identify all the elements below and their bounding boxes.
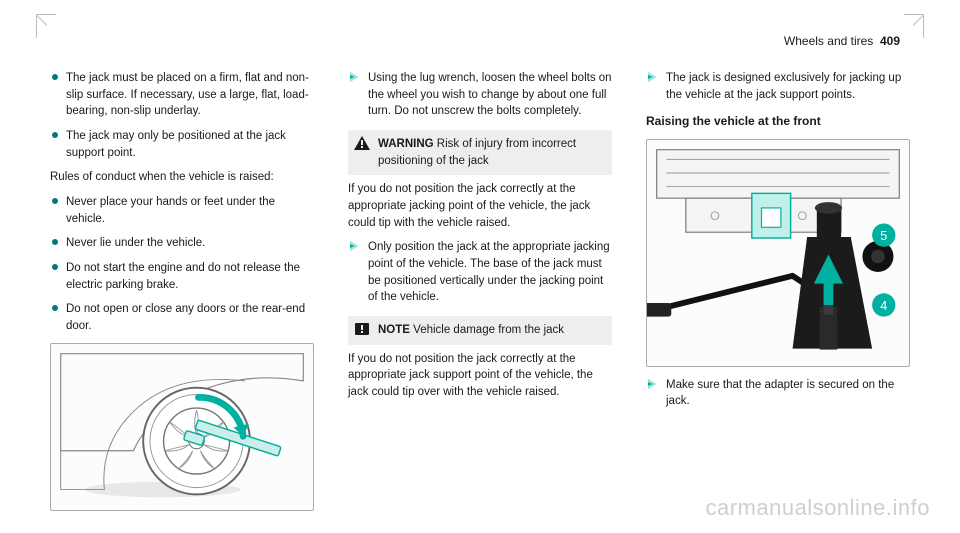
page-number: 409: [880, 34, 900, 48]
warning-title: WARNING: [378, 138, 434, 150]
warning-step: Only position the jack at the appropri­a…: [348, 239, 612, 306]
column-1: The jack must be placed on a firm, flat …: [50, 70, 314, 511]
content-columns: The jack must be placed on a firm, flat …: [50, 70, 910, 511]
raising-front-heading: Raising the vehicle at the front: [646, 113, 910, 130]
column-2: Using the lug wrench, loosen the wheel b…: [348, 70, 612, 511]
page: Wheels and tires 409 The jack must be pl…: [0, 0, 960, 533]
list-item: Do not open or close any doors or the re…: [50, 301, 314, 334]
note-callout-header: NOTE Vehicle damage from the jack: [348, 316, 612, 345]
step-arrow-icon: [646, 71, 658, 83]
list-item: Do not start the engine and do not relea…: [50, 260, 314, 293]
badge-4: 4: [880, 299, 887, 313]
warning-body: If you do not position the jack correctl…: [348, 181, 612, 231]
col3-step-2: Make sure that the adapter is secured on…: [646, 377, 910, 410]
badge-5: 5: [880, 229, 887, 243]
crop-mark-tr: [904, 14, 924, 38]
column-3: The jack is designed exclusively for jac…: [646, 70, 910, 511]
illustration-wheel: [50, 343, 314, 511]
step-arrow-icon: [348, 71, 360, 83]
step-text: Using the lug wrench, loosen the wheel b…: [368, 72, 612, 117]
list-item: Never place your hands or feet under the…: [50, 194, 314, 227]
crop-mark-tl: [36, 14, 56, 38]
warning-step-text: Only position the jack at the appropri­a…: [368, 241, 610, 303]
bullet-list-1: The jack must be placed on a firm, flat …: [50, 70, 314, 161]
note-exclaim-icon: [354, 322, 370, 336]
list-item: The jack may only be positioned at the j…: [50, 128, 314, 161]
list-item: The jack must be placed on a firm, flat …: [50, 70, 314, 120]
illustration-jack-front: 5 4: [646, 139, 910, 367]
page-header: Wheels and tires 409: [784, 34, 900, 48]
warning-triangle-icon: [354, 136, 370, 150]
step-arrow-icon: [646, 378, 658, 390]
col3-step2-text: Make sure that the adapter is secured on…: [666, 379, 894, 408]
rules-heading: Rules of conduct when the vehicle is rai…: [50, 169, 314, 186]
bullet-list-2: Never place your hands or feet under the…: [50, 194, 314, 335]
section-title: Wheels and tires: [784, 34, 873, 48]
col3-step1-text: The jack is designed exclusively for jac…: [666, 72, 901, 101]
step-item: Using the lug wrench, loosen the wheel b…: [348, 70, 612, 120]
note-subtitle-text: Vehicle damage from the jack: [413, 324, 564, 336]
note-body: If you do not position the jack correctl…: [348, 351, 612, 401]
step-arrow-icon: [348, 240, 360, 252]
list-item: Never lie under the vehicle.: [50, 235, 314, 252]
col3-step-1: The jack is designed exclusively for jac…: [646, 70, 910, 103]
note-title: NOTE: [378, 324, 410, 336]
warning-callout-header: WARNING Risk of injury from incorrect po…: [348, 130, 612, 175]
watermark: carmanualsonline.info: [705, 495, 930, 521]
